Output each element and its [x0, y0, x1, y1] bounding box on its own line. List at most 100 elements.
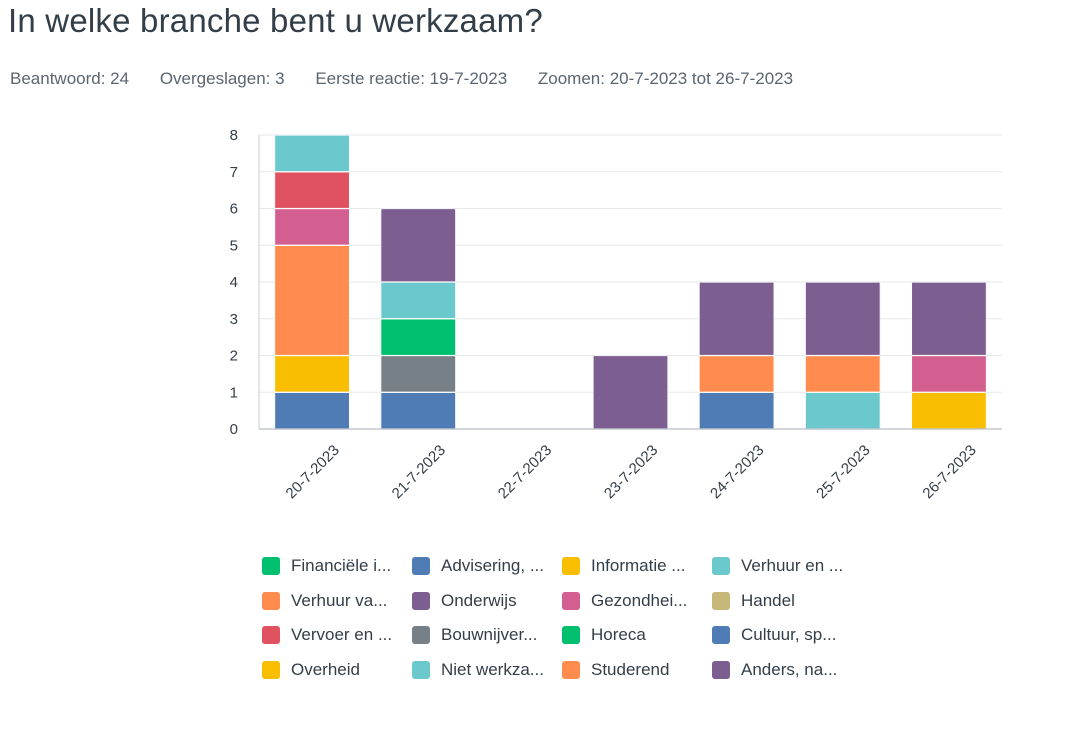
legend-item[interactable]: Studerend	[562, 658, 669, 682]
bar-segment[interactable]	[805, 391, 881, 430]
legend-label: Verhuur va...	[291, 590, 388, 610]
bar-stack[interactable]	[805, 282, 881, 430]
legend-swatch	[712, 660, 730, 679]
response-stats: Beantwoord: 24 Overgeslagen: 3 Eerste re…	[10, 69, 819, 89]
bar-segment[interactable]	[274, 171, 350, 210]
legend-item[interactable]: Anders, na...	[712, 658, 837, 682]
x-tick-label: 20-7-2023	[283, 442, 343, 502]
legend-label: Advisering, ...	[441, 556, 544, 575]
legend-label: Onderwijs	[441, 590, 517, 610]
y-tick-label: 6	[230, 201, 238, 218]
legend-swatch	[562, 660, 580, 679]
legend-swatch	[262, 660, 280, 679]
legend-label: Vervoer en ...	[291, 625, 393, 644]
bars	[274, 135, 987, 430]
legend-swatch	[412, 557, 430, 575]
legend-item[interactable]: Verhuur en ...	[712, 554, 843, 578]
bar-segment[interactable]	[699, 391, 775, 430]
legend-item[interactable]: Onderwijs	[412, 589, 517, 613]
legend-swatch	[412, 591, 430, 610]
bar-segment[interactable]	[274, 391, 350, 430]
y-tick-label: 4	[230, 274, 238, 291]
legend-swatch	[412, 626, 430, 644]
legend-item[interactable]: Horeca	[562, 623, 646, 647]
legend-label: Cultuur, sp...	[741, 625, 837, 644]
legend-label: Niet werkza...	[441, 659, 544, 679]
legend-swatch	[712, 557, 730, 575]
bar-segment[interactable]	[911, 282, 987, 357]
legend-swatch	[712, 626, 730, 644]
bar-stack[interactable]	[911, 282, 987, 430]
zoom-range[interactable]: Zoomen: 20-7-2023 tot 26-7-2023	[537, 69, 794, 88]
legend-item[interactable]: Cultuur, sp...	[712, 623, 836, 647]
legend-label: Gezondhei...	[591, 590, 688, 610]
first-response: Eerste reactie: 19-7-2023	[315, 69, 508, 88]
bar-segment[interactable]	[274, 354, 350, 393]
legend-swatch	[262, 557, 280, 575]
legend-swatch	[562, 591, 580, 610]
legend-swatch	[562, 557, 580, 575]
bar-stack[interactable]	[274, 135, 350, 430]
x-tick-label: 26-7-2023	[919, 442, 979, 502]
bar-stack[interactable]	[699, 282, 775, 430]
bar-segment[interactable]	[274, 207, 350, 246]
bar-segment[interactable]	[380, 318, 456, 357]
legend-label: Anders, na...	[741, 659, 838, 679]
answered-count: Beantwoord: 24	[10, 69, 130, 88]
legend-label: Verhuur en ...	[741, 556, 844, 575]
x-tick-label: 22-7-2023	[495, 442, 555, 502]
x-tick-label: 24-7-2023	[707, 442, 767, 502]
legend-label: Studerend	[591, 659, 670, 679]
legend-item[interactable]: Advisering, ...	[412, 554, 544, 578]
y-tick-label: 1	[230, 384, 238, 401]
legend-item[interactable]: Handel	[712, 589, 795, 613]
bar-segment[interactable]	[911, 391, 987, 430]
legend-item[interactable]: Niet werkza...	[412, 658, 544, 682]
bar-segment[interactable]	[911, 354, 987, 393]
legend-item[interactable]: Gezondhei...	[562, 589, 687, 613]
legend-swatch	[712, 591, 730, 610]
legend-swatch	[412, 660, 430, 679]
skipped-count: Overgeslagen: 3	[159, 69, 285, 88]
y-tick-label: 0	[230, 421, 238, 438]
y-tick-label: 3	[230, 311, 238, 328]
x-tick-label: 23-7-2023	[601, 442, 661, 502]
bar-segment[interactable]	[380, 391, 456, 430]
bar-segment[interactable]	[805, 282, 881, 357]
legend-label: Financiële i...	[291, 556, 392, 575]
legend-label: Horeca	[591, 625, 646, 644]
bar-segment[interactable]	[380, 281, 456, 320]
x-tick-label: 21-7-2023	[389, 442, 449, 502]
legend-item[interactable]: Vervoer en ...	[262, 623, 392, 647]
bar-segment[interactable]	[274, 244, 350, 357]
legend-item[interactable]: Verhuur va...	[262, 589, 387, 613]
bar-segment[interactable]	[699, 282, 775, 357]
legend-label: Informatie ...	[591, 556, 686, 575]
legend-swatch	[262, 626, 280, 644]
legend-label: Bouwnijver...	[441, 625, 538, 644]
bar-segment[interactable]	[805, 354, 881, 393]
legend-swatch	[562, 626, 580, 644]
legend-item[interactable]: Bouwnijver...	[412, 623, 537, 647]
legend-swatch	[262, 591, 280, 610]
legend-item[interactable]: Informatie ...	[562, 554, 685, 578]
legend-label: Overheid	[291, 659, 360, 679]
y-tick-label: 8	[230, 127, 238, 144]
y-tick-label: 2	[230, 348, 238, 365]
bar-segment[interactable]	[593, 355, 668, 430]
legend-item[interactable]: Financiële i...	[262, 554, 391, 578]
x-tick-label: 25-7-2023	[813, 442, 873, 502]
y-tick-label: 5	[230, 237, 238, 254]
bar-segment[interactable]	[380, 208, 456, 283]
y-tick-label: 7	[230, 164, 238, 181]
stacked-bar-chart: 0 1 2 3 4 5 6 7 8 20-7-2023 21-7-2023 22-7-2023 23-7…	[230, 127, 1002, 502]
bar-segment[interactable]	[274, 135, 350, 173]
legend-item[interactable]: Overheid	[262, 658, 360, 682]
bar-segment[interactable]	[380, 354, 456, 393]
bar-stack[interactable]	[380, 208, 456, 430]
question-title: In welke branche bent u werkzaam?	[8, 2, 543, 39]
grid	[259, 134, 1002, 393]
legend-label: Handel	[741, 590, 795, 610]
bar-stack[interactable]	[593, 355, 668, 430]
bar-segment[interactable]	[699, 354, 775, 393]
